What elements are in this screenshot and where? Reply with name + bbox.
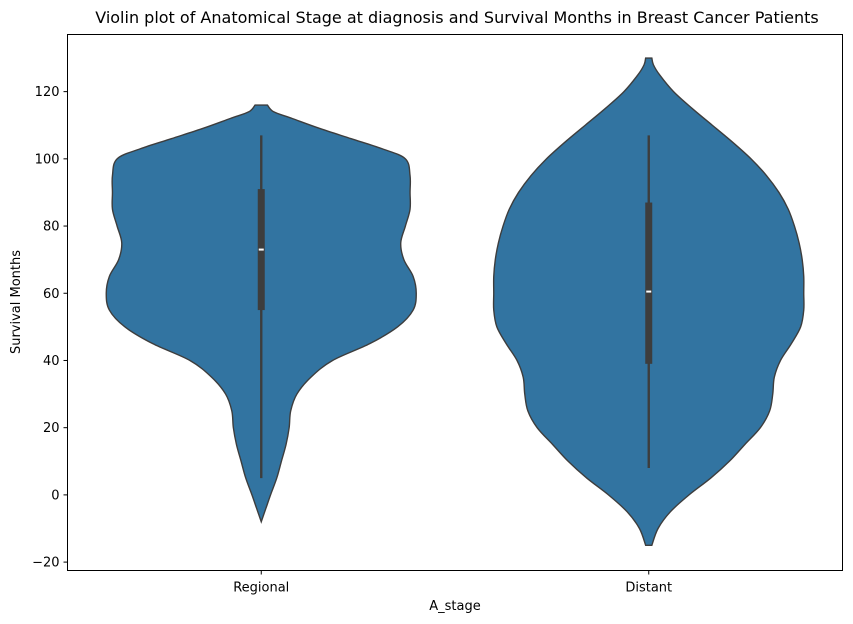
- violin-regional: [105, 104, 417, 524]
- y-tick-label: 20: [43, 421, 60, 436]
- y-tick-label: −20: [32, 556, 59, 571]
- x-tick-label: Regional: [233, 581, 289, 596]
- y-tick-label: 40: [43, 354, 60, 369]
- y-tick-label: 100: [35, 152, 60, 167]
- violin-distant: [492, 57, 805, 546]
- x-axis: Regional Distant: [233, 570, 672, 596]
- y-tick-label: 0: [51, 488, 59, 503]
- violin-iqr-box: [645, 202, 653, 364]
- chart-title: Violin plot of Anatomical Stage at diagn…: [95, 8, 819, 27]
- y-axis-label: Survival Months: [9, 250, 24, 354]
- y-tick-label: 120: [35, 85, 60, 100]
- plot-frame: [67, 34, 843, 571]
- violins-group: [105, 57, 805, 546]
- y-axis: −20 0 20 40 60 80 100 120: [32, 85, 68, 571]
- x-tick-label: Distant: [625, 581, 672, 596]
- x-axis-label: A_stage: [429, 599, 480, 614]
- y-tick-label: 80: [43, 220, 60, 235]
- y-tick-label: 60: [43, 287, 60, 302]
